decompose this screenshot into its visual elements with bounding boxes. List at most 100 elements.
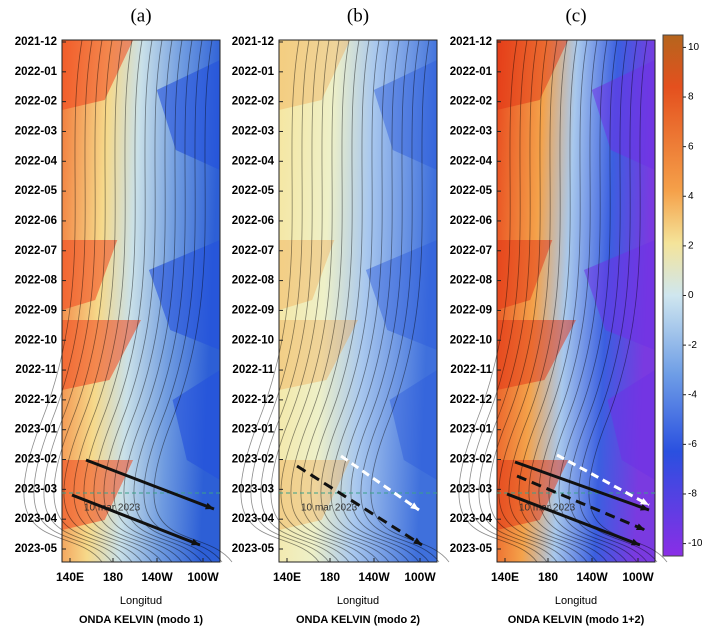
y-tick-label: 2022-07 [15, 245, 57, 257]
x-tick-label: 180 [103, 570, 123, 584]
contour [33, 39, 113, 563]
arrow-head [413, 537, 422, 545]
y-tick-label: 2022-08 [232, 275, 275, 287]
warm-band [279, 40, 351, 110]
x-tick-label: 140W [576, 570, 608, 584]
contour [340, 39, 420, 563]
contour [538, 39, 618, 563]
annotation: 10 mar 2023 [84, 503, 141, 514]
y-tick-label: 2022-06 [450, 215, 492, 227]
contour [360, 39, 440, 563]
y-tick-label: 2022-07 [232, 245, 274, 257]
colorbar-tick-label: -2 [688, 340, 697, 351]
y-tick-label: 2022-03 [450, 126, 492, 138]
y-tick-label: 2022-05 [232, 185, 275, 197]
contour [93, 39, 173, 563]
cool-band [373, 60, 437, 170]
y-tick-label: 2023-05 [15, 543, 58, 555]
contour [290, 39, 370, 563]
y-tick-label: 2022-07 [450, 245, 492, 257]
arrow-head [631, 538, 640, 546]
y-tick-label: 2021-12 [232, 36, 274, 48]
warm-band [497, 240, 553, 310]
y-tick-label: 2022-02 [15, 96, 57, 108]
y-tick-label: 2023-04 [450, 513, 493, 525]
caption: ONDA KELVIN (modo 1+2) [508, 614, 645, 626]
y-tick-label: 2023-03 [15, 483, 57, 495]
y-tick-label: 2023-01 [232, 424, 275, 436]
arrow [506, 492, 641, 547]
contour [123, 39, 203, 563]
arrow [340, 454, 420, 512]
panel-title: (a) [130, 5, 151, 26]
y-tick-label: 2023-02 [450, 454, 492, 466]
colorbar-tick-label: -6 [688, 439, 697, 450]
warm-band [279, 460, 351, 530]
colorbar: 10 8 6 4 2 0 -2 -4 -6 -8 -10 [662, 34, 702, 557]
y-tick-label: 2022-12 [450, 394, 492, 406]
x-tick-label: 140E [273, 570, 301, 584]
arrow-head [191, 538, 200, 546]
y-tick-label: 2022-10 [15, 334, 57, 346]
warm-band [497, 460, 569, 530]
y-tick-label: 2023-02 [232, 454, 274, 466]
colorbar-tick-label: 8 [688, 92, 694, 103]
caption: ONDA KELVIN (modo 2) [296, 614, 420, 626]
contour [270, 39, 350, 563]
y-tick-label: 2022-04 [450, 155, 493, 167]
x-tick-label: 140E [491, 570, 519, 584]
warm-band [279, 320, 358, 390]
contour [300, 39, 380, 563]
contour [153, 39, 233, 563]
x-tick-label: 100W [622, 570, 654, 584]
y-tick-label: 2023-03 [232, 483, 274, 495]
arrow-head [640, 503, 649, 511]
frame [61, 39, 221, 563]
contour [103, 39, 183, 563]
contour [250, 39, 330, 563]
colorbar-tick-label: 2 [688, 241, 694, 252]
colorbar-tick-label: -4 [688, 389, 697, 400]
colorbar-tick-label: 6 [688, 141, 694, 152]
y-tick-label: 2022-02 [450, 96, 492, 108]
y-tick-label: 2022-09 [15, 304, 57, 316]
contour [528, 39, 608, 563]
y-tick-label: 2022-12 [232, 394, 274, 406]
x-tick-label: 100W [404, 570, 436, 584]
caption: ONDA KELVIN (modo 1) [79, 614, 203, 626]
contour [568, 39, 648, 563]
y-tick-label: 2022-11 [450, 364, 492, 376]
x-tick-label: 140E [56, 570, 84, 584]
contour [548, 39, 628, 563]
cool-band [607, 370, 655, 480]
colorbar-tick-label: 10 [688, 42, 700, 53]
panel-title: (c) [565, 5, 586, 26]
x-tick-label: 180 [320, 570, 340, 584]
contour [518, 39, 598, 563]
y-tick-label: 2022-10 [232, 334, 274, 346]
warm-band [497, 320, 576, 390]
contour [113, 39, 193, 563]
x-axis-label: Longitud [337, 595, 379, 607]
x-tick-label: 100W [187, 570, 219, 584]
arrow [296, 464, 423, 547]
contour [23, 39, 103, 563]
cool-band [365, 240, 437, 350]
contour [350, 39, 430, 563]
arrow [85, 458, 215, 511]
contour [370, 39, 450, 563]
y-tick-label: 2022-08 [450, 275, 493, 287]
y-tick-label: 2022-11 [15, 364, 57, 376]
contour [508, 39, 588, 563]
y-tick-label: 2022-10 [450, 334, 492, 346]
y-tick-label: 2023-05 [232, 543, 275, 555]
warm-band [62, 40, 134, 110]
arrow [71, 493, 201, 547]
contour [320, 39, 400, 563]
arrow [516, 474, 646, 532]
warm-band [279, 240, 335, 310]
field [279, 40, 437, 562]
arrow [556, 453, 650, 507]
y-tick-label: 2022-06 [232, 215, 274, 227]
